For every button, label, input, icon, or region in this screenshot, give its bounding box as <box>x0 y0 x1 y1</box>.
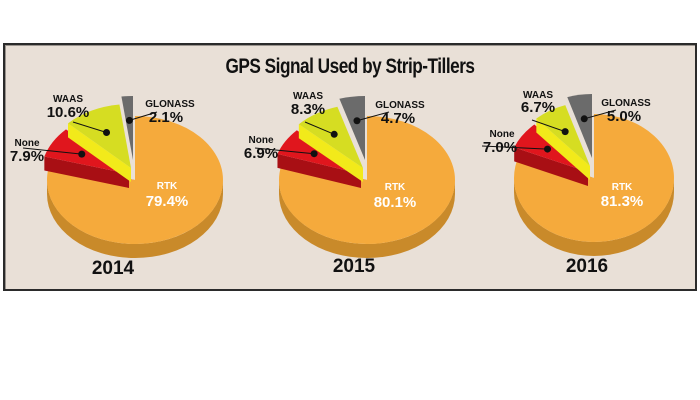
pie-2016 <box>481 94 674 256</box>
none-value: 7.0% <box>483 139 517 156</box>
pie-2014 <box>22 96 223 258</box>
waas-label: WAAS <box>53 94 83 105</box>
waas-label: WAAS <box>293 91 323 102</box>
labels-2016: WAAS 6.7% GLONASS 5.0% None 7.0% RTK 81.… <box>483 90 651 277</box>
chart-title: GPS Signal Used by Strip-Tillers <box>225 55 475 78</box>
labels-2014: WAAS 10.6% GLONASS 2.1% None 7.9% RTK 79… <box>10 94 195 279</box>
glonass-value: 4.7% <box>381 110 415 127</box>
rtk-label: RTK <box>385 182 406 193</box>
rtk-value: 79.4% <box>146 193 189 210</box>
glonass-value: 2.1% <box>149 109 183 126</box>
labels-2015: WAAS 8.3% GLONASS 4.7% None 6.9% RTK 80.… <box>244 91 425 277</box>
waas-label: WAAS <box>523 90 553 101</box>
glonass-value: 5.0% <box>607 108 641 125</box>
waas-value: 8.3% <box>291 101 325 118</box>
year-label: 2016 <box>566 256 608 277</box>
rtk-value: 81.3% <box>601 193 644 210</box>
pie-2015 <box>254 96 456 258</box>
glonass-label: GLONASS <box>601 98 651 109</box>
glonass-label: GLONASS <box>145 99 195 110</box>
year-label: 2015 <box>333 256 376 277</box>
rtk-label: RTK <box>157 181 178 192</box>
glonass-label: GLONASS <box>375 100 425 111</box>
none-value: 7.9% <box>10 148 44 165</box>
waas-value: 6.7% <box>521 99 555 116</box>
year-label: 2014 <box>92 258 135 279</box>
none-label: None <box>15 138 40 149</box>
rtk-label: RTK <box>612 182 633 193</box>
rtk-value: 80.1% <box>374 194 417 211</box>
waas-value: 10.6% <box>47 104 90 121</box>
none-label: None <box>249 135 274 146</box>
none-value: 6.9% <box>244 145 278 162</box>
none-label: None <box>490 129 515 140</box>
